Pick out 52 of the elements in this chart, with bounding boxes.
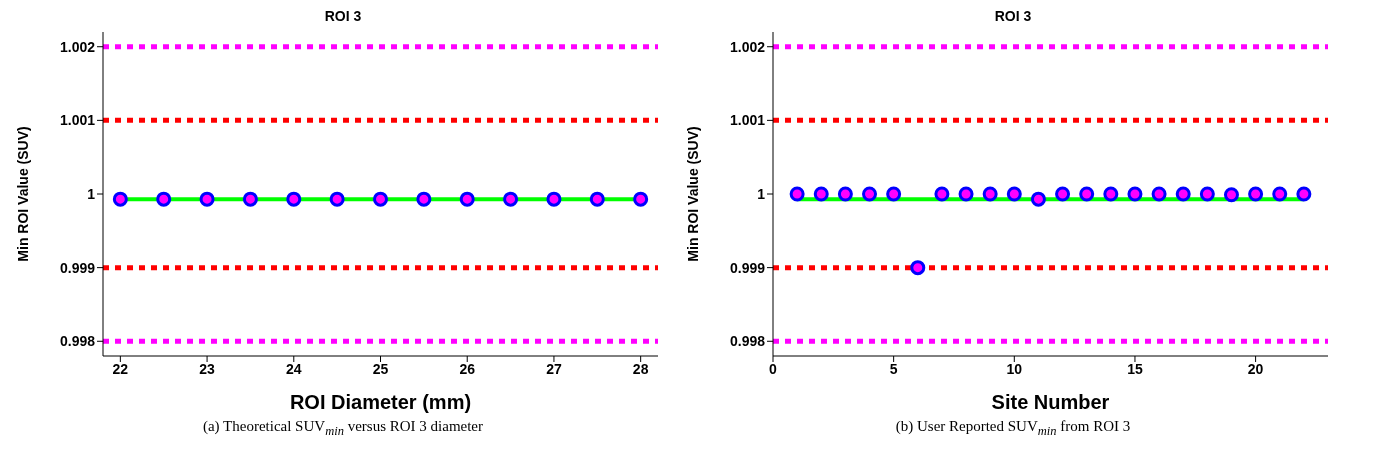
point	[1175, 186, 1191, 202]
y-tick-label: 1.001	[59, 112, 96, 129]
chart-title: ROI 3	[323, 8, 363, 26]
x-tick-label: 25	[372, 360, 389, 377]
y-tick-label: 0.999	[59, 259, 96, 276]
x-tick-label: 24	[285, 360, 302, 377]
point	[813, 186, 829, 202]
point	[1223, 187, 1239, 203]
point	[1006, 186, 1022, 202]
point	[789, 186, 805, 202]
point	[1030, 191, 1046, 207]
text: (b) User Reported SUV$_{min}$ from ROI 3	[895, 418, 1131, 438]
point	[1248, 186, 1264, 202]
point	[1127, 186, 1143, 202]
y-tick-label: 1	[757, 185, 766, 202]
point	[886, 186, 902, 202]
x-tick-label: 0	[769, 360, 778, 377]
point	[1055, 186, 1071, 202]
point	[837, 186, 853, 202]
y-tick-label: 1.002	[59, 38, 96, 55]
x-tick-label: 28	[632, 360, 649, 377]
point	[1151, 186, 1167, 202]
chart-title: ROI 3	[993, 8, 1033, 26]
point	[1103, 186, 1119, 202]
y-tick-label: 0.998	[729, 333, 766, 350]
x-tick-label: 22	[112, 360, 129, 377]
y-axis-title: Min ROI Value (SUV)	[14, 126, 31, 262]
y-tick-label: 1.001	[729, 112, 766, 129]
x-axis-title: Site Number	[991, 391, 1110, 413]
y-tick-label: 0.999	[729, 259, 766, 276]
point	[1296, 186, 1312, 202]
point	[862, 186, 878, 202]
point	[982, 186, 998, 202]
y-tick-label: 0.998	[59, 333, 96, 350]
x-tick-label: 15	[1127, 360, 1143, 377]
point	[1079, 186, 1095, 202]
y-axis-title: Min ROI Value (SUV)	[684, 126, 701, 262]
point	[1272, 186, 1288, 202]
point	[1199, 186, 1215, 202]
x-tick-label: 20	[1247, 360, 1264, 377]
x-tick-label: 23	[199, 360, 216, 377]
x-tick-label: 27	[546, 360, 562, 377]
point	[910, 260, 926, 276]
y-tick-label: 1	[87, 185, 96, 202]
point	[958, 186, 974, 202]
x-tick-label: 10	[1006, 360, 1023, 377]
point	[934, 186, 950, 202]
x-tick-label: 26	[459, 360, 476, 377]
x-tick-label: 5	[889, 360, 898, 377]
text: (a) Theoretical SUV$_{min}$ versus ROI 3 diameter	[202, 418, 484, 438]
x-axis-title: ROI Diameter (mm)	[289, 391, 472, 413]
y-tick-label: 1.002	[729, 38, 766, 55]
